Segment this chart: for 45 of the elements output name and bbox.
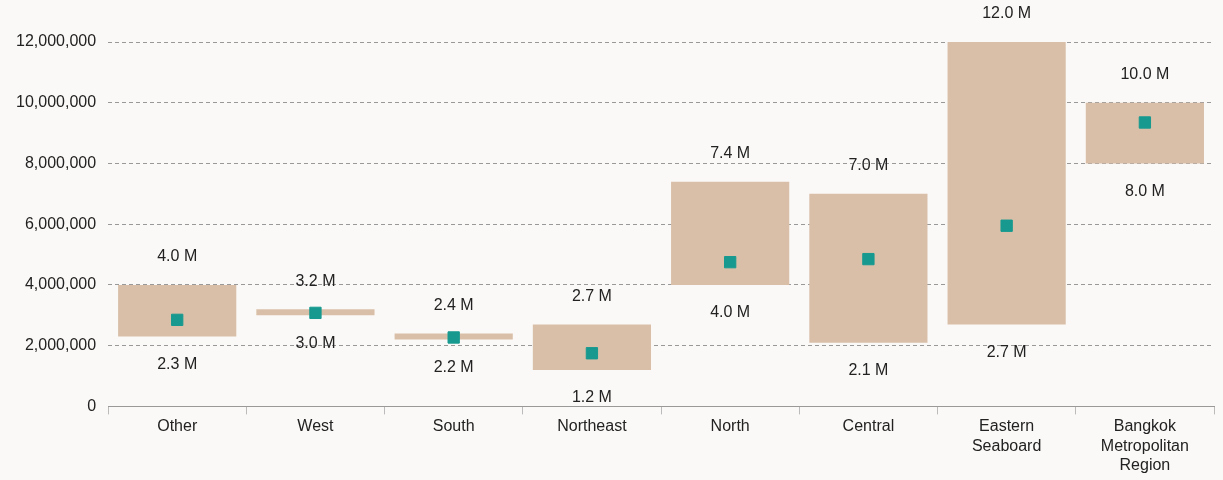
- y-tick-label: 8,000,000: [24, 153, 97, 171]
- annotation: 8.0 M: [1124, 181, 1165, 199]
- annotation: 4.0 M: [157, 247, 198, 265]
- annotation: 2.1 M: [848, 361, 889, 379]
- annotation: 2.7 M: [571, 286, 612, 304]
- y-tick-label: 12,000,000: [16, 32, 97, 50]
- annotation: 12.0 M: [982, 4, 1032, 22]
- bar: [532, 324, 652, 370]
- annotation: 7.4 M: [710, 144, 751, 162]
- y-tick-label: 0: [87, 396, 97, 414]
- x-tick-label: Central: [842, 417, 895, 435]
- x-tick-label: Bangkok Metropolitan Region: [1100, 417, 1189, 473]
- annotation: 10.0 M: [1120, 65, 1170, 83]
- point: [862, 252, 875, 266]
- annotation: 3.2 M: [295, 271, 336, 289]
- point: [724, 256, 737, 269]
- annotation: 1.2 M: [571, 388, 612, 406]
- x-tick-label: North: [710, 417, 750, 435]
- x-tick-label: West: [297, 417, 335, 435]
- x-tick-label: Eastern Seaboard: [971, 417, 1042, 454]
- x-tick-label: Northeast: [557, 417, 628, 435]
- point: [1000, 219, 1013, 232]
- annotation: 2.3 M: [157, 354, 198, 372]
- point: [1138, 116, 1152, 129]
- x-tick-label: Other: [157, 417, 198, 435]
- point: [585, 347, 599, 360]
- annotation: 4.0 M: [710, 303, 751, 321]
- point: [309, 306, 322, 320]
- bar: [671, 181, 790, 285]
- annotation: 7.0 M: [848, 156, 889, 174]
- y-tick-label: 4,000,000: [24, 275, 97, 293]
- x-tick-label: South: [432, 417, 475, 435]
- bar: [809, 193, 928, 343]
- point: [447, 331, 460, 344]
- annotation: 3.0 M: [295, 333, 336, 351]
- bar: [118, 284, 237, 337]
- y-tick-label: 2,000,000: [24, 336, 97, 354]
- annotation: 2.2 M: [433, 358, 474, 375]
- bar: [947, 42, 1066, 325]
- y-tick-label: 10,000,000: [16, 93, 97, 111]
- annotation: 2.7 M: [986, 342, 1027, 360]
- y-tick-label: 6,000,000: [24, 214, 97, 232]
- point: [171, 313, 184, 327]
- annotation: 2.4 M: [433, 295, 474, 313]
- bar: [1085, 102, 1204, 164]
